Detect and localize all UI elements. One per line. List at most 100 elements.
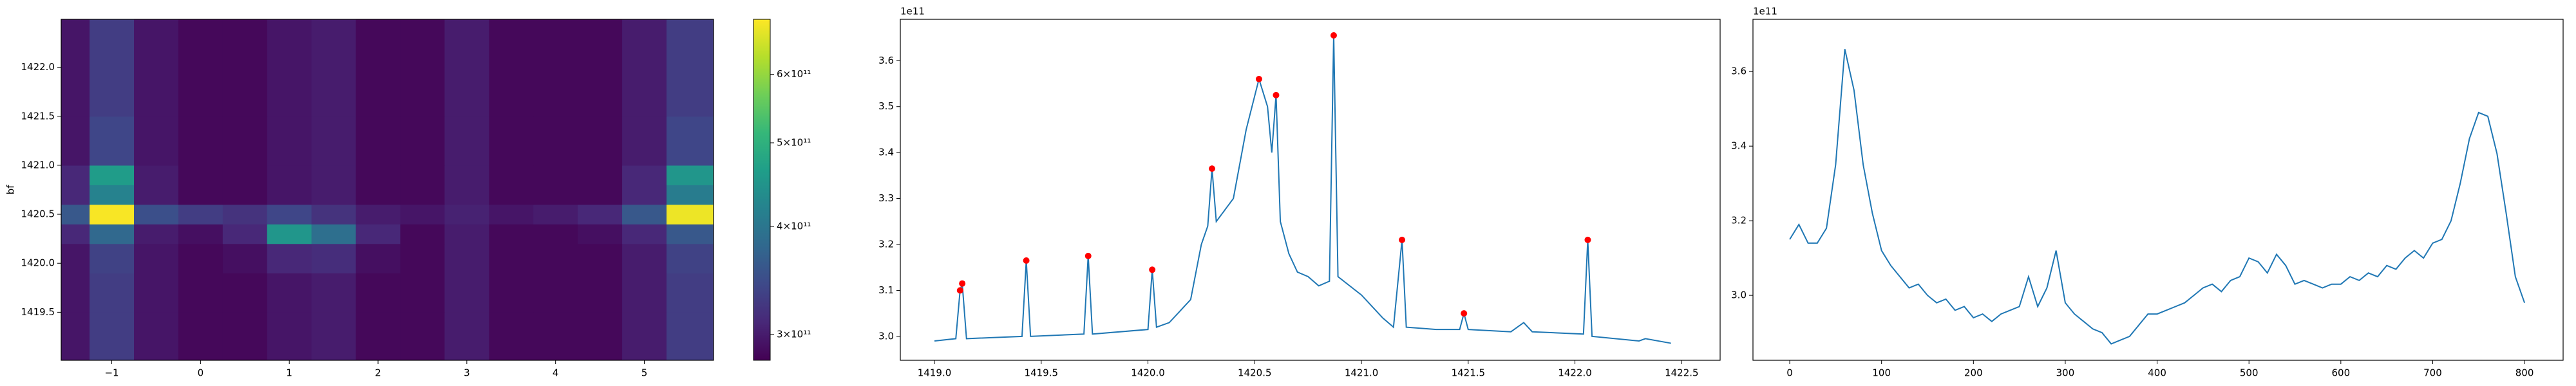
y-tick-label: 3.3 — [878, 192, 894, 204]
heatmap-cell — [355, 165, 401, 185]
data-line — [934, 35, 1671, 344]
y-tick-label: 1421.0 — [21, 159, 55, 170]
heatmap-cell — [178, 165, 223, 185]
y-tick-label: 1420.0 — [21, 257, 55, 269]
peak-marker — [1273, 91, 1280, 98]
axes-frame — [61, 19, 714, 361]
heatmap-cell — [533, 312, 578, 361]
heatmap-cell — [489, 224, 534, 244]
x-tick-label: 300 — [2056, 367, 2075, 379]
heatmap-cell — [222, 224, 268, 244]
heatmap-cell — [578, 204, 623, 225]
heatmap-cell — [355, 273, 401, 313]
colorbar-tick-label: 4×10¹¹ — [777, 221, 811, 232]
heatmap-cell — [444, 67, 489, 117]
heatmap-cell — [666, 116, 714, 166]
heatmap-cell — [489, 116, 534, 166]
heatmap-cell — [355, 19, 401, 68]
y-tick-label: 1422.0 — [21, 61, 55, 73]
heatmap-cell — [489, 243, 534, 273]
peak-marker — [1461, 310, 1468, 317]
heatmap-cell — [267, 273, 312, 313]
heatmap-cell — [622, 116, 667, 166]
x-tick-label: 1420.5 — [1238, 367, 1272, 379]
colorbar-tick-label: 5×10¹¹ — [777, 136, 811, 148]
heatmap-cell — [622, 67, 667, 117]
heatmap-cell — [222, 185, 268, 205]
heatmap-cell — [134, 67, 179, 117]
heatmap-cell — [489, 312, 534, 361]
peak-marker — [1084, 252, 1092, 259]
heatmap-cell — [578, 312, 623, 361]
heatmap-cell — [134, 273, 179, 313]
x-tick-label: 1422.0 — [1558, 367, 1592, 379]
x-tick-label: 1421.5 — [1452, 367, 1486, 379]
heatmap-cell — [311, 67, 357, 117]
heatmap-cell — [622, 224, 667, 244]
heatmap-cell — [444, 243, 489, 273]
y-tick-label: 1419.5 — [21, 306, 55, 318]
heatmap-cell — [666, 312, 714, 361]
heatmap-cell — [134, 204, 179, 225]
offset-text: 1e11 — [1753, 6, 1777, 17]
peak-marker — [1330, 32, 1337, 39]
heatmap-cell — [61, 116, 90, 166]
heatmap-cell — [178, 273, 223, 313]
heatmap-cell — [355, 185, 401, 205]
heatmap-cell — [311, 116, 357, 166]
axes-frame — [900, 19, 1721, 361]
x-tick-label: 1419.5 — [1025, 367, 1059, 379]
heatmap-cell — [222, 243, 268, 273]
heatmap-cell — [90, 19, 135, 68]
heatmap-cell — [311, 165, 357, 185]
y-tick-label: 3.1 — [878, 284, 894, 296]
x-tick-label: 800 — [2515, 367, 2534, 379]
heatmap-cell — [400, 19, 445, 68]
heatmap-cell — [578, 67, 623, 117]
heatmap-cell — [355, 204, 401, 225]
heatmap-cell — [311, 224, 357, 244]
heatmap-cell — [400, 224, 445, 244]
y-tick-label: 3.2 — [1731, 215, 1747, 226]
x-tick-label: −1 — [104, 367, 118, 379]
heatmap-cell — [311, 204, 357, 225]
heatmap-cell — [178, 116, 223, 166]
heatmap-cell — [222, 312, 268, 361]
heatmap-cell — [178, 204, 223, 225]
heatmap-cell — [134, 312, 179, 361]
heatmap-cell — [622, 312, 667, 361]
x-tick-label: 700 — [2423, 367, 2442, 379]
heatmap-cell — [444, 224, 489, 244]
heatmap-cell — [400, 312, 445, 361]
heatmap-cell — [61, 204, 90, 225]
y-tick-label: 3.6 — [1731, 66, 1747, 77]
heatmap-cell — [178, 243, 223, 273]
heatmap-cell — [444, 165, 489, 185]
heatmap-cell — [666, 165, 714, 185]
heatmap-cell — [622, 185, 667, 205]
colorbar-tick-label: 6×10¹¹ — [777, 68, 811, 80]
heatmap-cell — [222, 165, 268, 185]
heatmap-cell — [622, 19, 667, 68]
heatmap-cell — [666, 204, 714, 225]
heatmap-cell — [178, 312, 223, 361]
heatmap-cell — [489, 19, 534, 68]
x-tick-label: 400 — [2148, 367, 2166, 379]
heatmap-cell — [533, 224, 578, 244]
y-tick-label: 1421.5 — [21, 110, 55, 122]
heatmap-cell — [444, 116, 489, 166]
peak-marker — [959, 280, 966, 287]
heatmap-cell — [267, 116, 312, 166]
heatmap-cell — [444, 273, 489, 313]
heatmap-cell — [178, 224, 223, 244]
x-tick-label: 1420.0 — [1131, 367, 1165, 379]
heatmap-cell — [222, 67, 268, 117]
heatmap-cell — [622, 273, 667, 313]
heatmap-cell — [355, 224, 401, 244]
heatmap-cell — [533, 165, 578, 185]
heatmap-cell — [444, 19, 489, 68]
heatmap-cell — [222, 19, 268, 68]
y-tick-label: 3.0 — [1731, 290, 1747, 301]
colorbar-tick-label: 3×10¹¹ — [777, 328, 811, 340]
heatmap-cell — [267, 312, 312, 361]
